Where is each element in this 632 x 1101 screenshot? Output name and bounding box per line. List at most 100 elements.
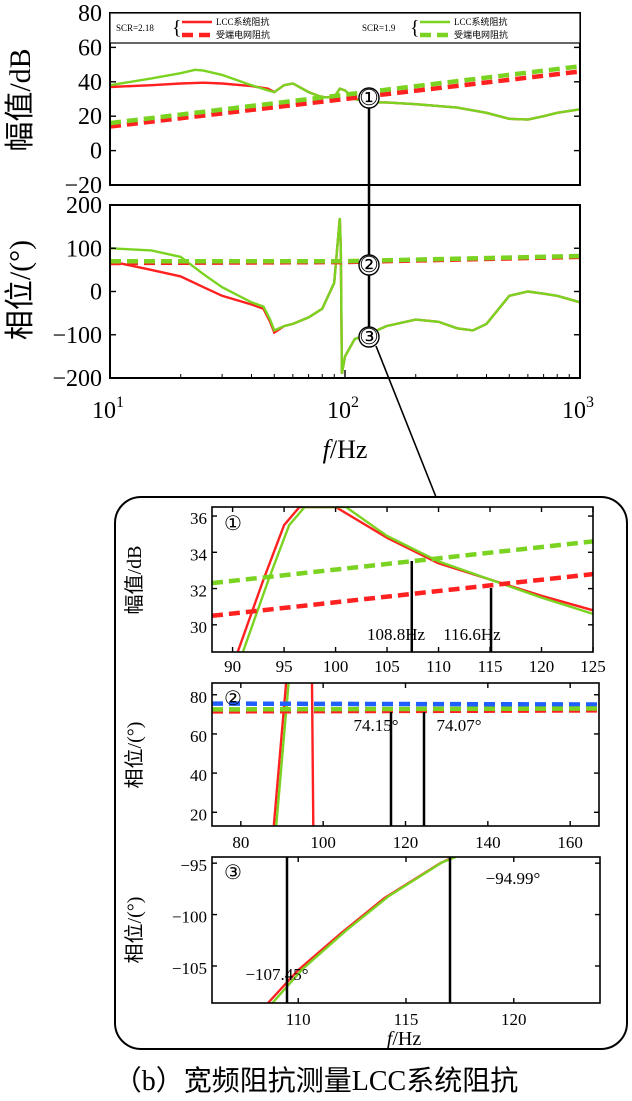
phase-xtick-exp-0: 1 bbox=[116, 394, 124, 411]
zoom-phase-2-annotation-0: 74.15° bbox=[353, 716, 398, 735]
zoom-phase-2-series-1 bbox=[275, 683, 290, 826]
zoom-phase-2-series-0 bbox=[272, 683, 288, 826]
phase-ytick-label-2: 0 bbox=[90, 280, 102, 306]
magnitude-ytick-label-4: 0 bbox=[90, 139, 102, 165]
zoom-phase-3-annotation-1: −94.99° bbox=[486, 869, 541, 888]
magnitude-ytick-label-2: 40 bbox=[78, 70, 102, 96]
magnitude-ytick-label-3: 20 bbox=[78, 104, 102, 130]
magnitude-ytick-label-0: 80 bbox=[78, 1, 102, 27]
phase-xtick-label-0: 101 bbox=[92, 394, 124, 424]
phase-y-ticks: 200 100 0 −100 −200 bbox=[52, 193, 580, 392]
zoom-phase-3-xtick-label-2: 120 bbox=[501, 1010, 527, 1029]
zoom-phase-2-series-2 bbox=[310, 683, 315, 826]
zoom-xlabel-unit: /Hz bbox=[392, 1028, 421, 1050]
marker-3-circle bbox=[358, 326, 380, 348]
zoom-phase-2-series bbox=[212, 683, 599, 826]
phase-xtick-base-0: 10 bbox=[92, 398, 116, 424]
zoom-phase-2-series-3 bbox=[212, 701, 599, 707]
zoom-magnitude-panel: 36 34 32 30 90 95 100 105 110 115 120 125 108.8Hz 116… bbox=[123, 506, 606, 676]
zoom-phase-3-ytick-label-0: −95 bbox=[180, 856, 207, 875]
zoom-phase-2-xtick-label-1: 100 bbox=[310, 833, 336, 852]
zoom-magnitude-xtick-label-7: 125 bbox=[580, 657, 606, 676]
marker-3-label: ③ bbox=[359, 324, 379, 349]
zoom-phase-3-ticks: −95 −100 −105 110 115 120 −107.45° −94.99° bbox=[172, 856, 600, 1029]
phase-xtick-base-1: 10 bbox=[327, 398, 351, 424]
zoom-phase-2-series-5 bbox=[212, 706, 599, 712]
zoom-magnitude-ylabel: 幅值/dB bbox=[123, 546, 146, 615]
zoom-phase-2-xtick-label-3: 140 bbox=[475, 833, 501, 852]
zoom-magnitude-ytick-label-3: 30 bbox=[190, 618, 207, 637]
marker-2-label: ② bbox=[359, 252, 379, 277]
phase-ytick-label-4: −200 bbox=[52, 366, 102, 392]
zoom-phase-2-ytick-label-3: 20 bbox=[190, 805, 207, 824]
zoom-marker-1: ① bbox=[224, 513, 242, 535]
magnitude-series bbox=[110, 64, 580, 129]
magnitude-ytick-label-5: −20 bbox=[64, 173, 102, 199]
phase-xtick-label-1: 102 bbox=[327, 394, 359, 424]
zoom-phase-2-annotation-1: 74.07° bbox=[436, 716, 481, 735]
zoom-magnitude-xtick-label-2: 100 bbox=[323, 657, 349, 676]
zoom-marker-2: ② bbox=[224, 688, 242, 710]
zoom-magnitude-series-2 bbox=[212, 571, 593, 619]
phase-series-1 bbox=[110, 217, 580, 374]
zoom-magnitude-ytick-label-1: 34 bbox=[190, 545, 208, 564]
phase-xtick-base-2: 10 bbox=[562, 398, 586, 424]
phase-ylabel: 相位/(°) bbox=[4, 240, 37, 340]
zoom-magnitude-xtick-label-5: 115 bbox=[478, 657, 503, 676]
zoom-xlabel: f/Hz bbox=[387, 1028, 422, 1050]
zoom-phase-3-xtick-label-0: 110 bbox=[286, 1010, 311, 1029]
zoom-phase-2-ytick-label-0: 80 bbox=[190, 688, 207, 707]
zoom-magnitude-ticks: 36 34 32 30 90 95 100 105 110 115 120 125 108.8Hz 116… bbox=[190, 507, 606, 676]
zoom-marker-3: ③ bbox=[224, 862, 242, 884]
magnitude-ytick-label-1: 60 bbox=[78, 35, 102, 61]
zoom-phase-3-ytick-label-2: −105 bbox=[172, 959, 207, 978]
marker-3: ③ bbox=[358, 324, 380, 349]
zoom-phase-2-ytick-label-1: 60 bbox=[190, 727, 207, 746]
zoom-phase-2-ylabel: 相位/(°) bbox=[123, 722, 146, 789]
phase-xtick-exp-1: 2 bbox=[351, 394, 359, 411]
zoom-phase-2-ticks: 80 60 40 20 80 100 120 140 160 74.15° 74.07° bbox=[190, 683, 599, 852]
zoom-magnitude-xtick-label-0: 90 bbox=[224, 657, 241, 676]
phase-series bbox=[110, 217, 580, 374]
zoom-phase-3-ytick-label-1: −100 bbox=[172, 908, 207, 927]
legend-lcc-green-label: LCC系统阻抗 bbox=[454, 16, 508, 27]
phase-xlabel-f: f bbox=[323, 435, 334, 464]
magnitude-y-ticks: 80 60 40 20 0 −20 bbox=[64, 1, 580, 199]
zoom-phase-3-series bbox=[267, 857, 457, 1003]
phase-xlabel-unit: /Hz bbox=[330, 435, 368, 464]
zoom-magnitude-series-3 bbox=[212, 539, 593, 586]
legend-group1-brace: { bbox=[172, 17, 182, 39]
zoom-xlabel-f: f bbox=[387, 1028, 395, 1050]
marker-1-circle bbox=[358, 87, 380, 109]
zoom-container bbox=[114, 496, 628, 1050]
legend-grid-green-label: 受端电网阻抗 bbox=[454, 29, 508, 40]
zoom-magnitude-annotation-0: 108.8Hz bbox=[367, 625, 426, 644]
phase-x-ticks: 101 102 103 bbox=[92, 370, 594, 424]
zoom-phase-3-series-1 bbox=[271, 857, 457, 1003]
zoom-magnitude-xtick-label-3: 105 bbox=[374, 657, 400, 676]
phase-ytick-label-1: 100 bbox=[66, 236, 102, 262]
legend-box bbox=[109, 12, 581, 44]
phase-xtick-label-2: 103 bbox=[562, 394, 594, 424]
figure-caption: （b）宽频阻抗测量LCC系统阻抗 bbox=[114, 1065, 518, 1097]
phase-ytick-label-0: 200 bbox=[66, 193, 102, 219]
zoom-phase-2-xtick-label-2: 120 bbox=[393, 833, 419, 852]
zoom-phase-panel-3: −95 −100 −105 110 115 120 −107.45° −94.99° 相位/(… bbox=[123, 856, 601, 1050]
magnitude-ylabel: 幅值/dB bbox=[4, 48, 37, 151]
legend-group1-label: SCR=2.18 bbox=[116, 23, 154, 33]
legend-lcc-red-label: LCC系统阻抗 bbox=[216, 16, 270, 27]
zoom-magnitude-ytick-label-2: 32 bbox=[190, 582, 207, 601]
marker-1: ① bbox=[358, 85, 380, 110]
legend-group2-brace: { bbox=[410, 17, 420, 39]
marker-1-label: ① bbox=[359, 85, 379, 110]
phase-xlabel: f/Hz bbox=[323, 435, 368, 464]
phase-xtick-exp-2: 3 bbox=[586, 394, 594, 411]
zoom-phase-2-ytick-label-2: 40 bbox=[190, 766, 207, 785]
zoom-magnitude-series-1 bbox=[241, 507, 593, 652]
zoom-phase-3-ylabel: 相位/(°) bbox=[123, 897, 146, 964]
zoom-phase-3-annotation-0: −107.45° bbox=[245, 965, 308, 984]
phase-ytick-label-3: −100 bbox=[52, 323, 102, 349]
zoom-magnitude-xtick-label-1: 95 bbox=[276, 657, 293, 676]
legend: SCR=2.18 { LCC系统阻抗 受端电网阻抗 SCR=1.9 { LCC系… bbox=[109, 12, 581, 44]
